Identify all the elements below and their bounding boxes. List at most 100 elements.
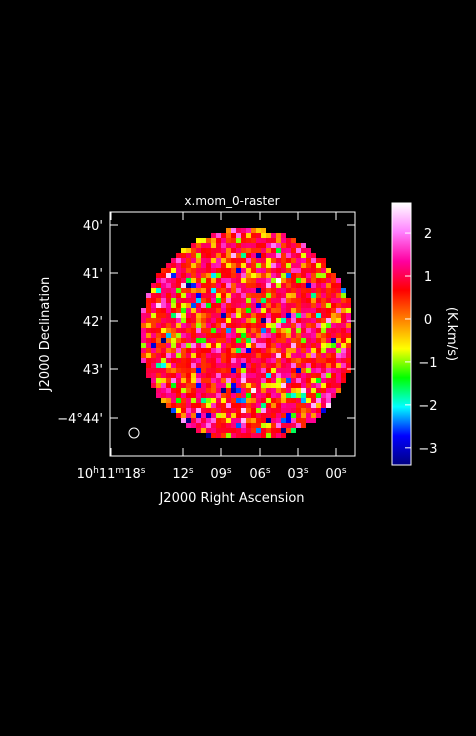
raster-pixel [216,433,221,438]
raster-pixel [141,353,146,358]
raster-pixel [306,353,311,358]
raster-pixel [281,378,286,383]
raster-pixel [296,383,301,388]
raster-pixel [256,358,261,363]
raster-pixel [336,343,341,348]
raster-pixel [291,428,296,433]
raster-pixel [156,338,161,343]
raster-pixel [196,313,201,318]
raster-pixel [156,353,161,358]
raster-pixel [171,388,176,393]
raster-pixel [326,338,331,343]
raster-pixel [226,243,231,248]
raster-pixel [321,358,326,363]
raster-pixel [251,328,256,333]
raster-pixel [181,288,186,293]
raster-pixel [196,418,201,423]
raster-pixel [266,393,271,398]
raster-pixel [241,263,246,268]
intensity-raster [141,228,351,438]
raster-pixel [246,303,251,308]
raster-pixel [171,263,176,268]
raster-pixel [181,408,186,413]
raster-pixel [306,318,311,323]
raster-pixel [276,358,281,363]
raster-pixel [246,363,251,368]
raster-pixel [201,373,206,378]
raster-pixel [326,333,331,338]
raster-pixel [266,433,271,438]
raster-pixel [206,278,211,283]
raster-pixel [246,298,251,303]
raster-pixel [261,428,266,433]
raster-pixel [176,388,181,393]
raster-pixel [256,338,261,343]
raster-pixel [191,283,196,288]
raster-pixel [211,393,216,398]
raster-pixel [171,308,176,313]
raster-pixel [311,358,316,363]
raster-pixel [306,308,311,313]
raster-pixel [176,328,181,333]
raster-pixel [316,353,321,358]
raster-pixel [161,318,166,323]
raster-pixel [246,268,251,273]
raster-pixel [276,248,281,253]
raster-pixel [196,263,201,268]
raster-pixel [216,273,221,278]
raster-pixel [276,243,281,248]
raster-pixel [311,328,316,333]
raster-pixel [251,303,256,308]
raster-pixel [171,283,176,288]
raster-pixel [181,378,186,383]
raster-pixel [266,363,271,368]
raster-pixel [276,238,281,243]
raster-pixel [191,303,196,308]
raster-pixel [206,388,211,393]
raster-pixel [186,378,191,383]
raster-pixel [241,228,246,233]
raster-pixel [251,248,256,253]
raster-pixel [306,248,311,253]
raster-pixel [201,383,206,388]
raster-pixel [166,383,171,388]
raster-pixel [176,338,181,343]
colorbar-tick-label: 2 [424,227,432,242]
raster-pixel [211,378,216,383]
raster-pixel [331,298,336,303]
raster-pixel [281,248,286,253]
raster-pixel [291,283,296,288]
raster-pixel [161,373,166,378]
raster-pixel [301,313,306,318]
raster-pixel [271,393,276,398]
raster-pixel [211,288,216,293]
raster-pixel [246,383,251,388]
raster-pixel [206,273,211,278]
raster-pixel [156,363,161,368]
raster-pixel [286,428,291,433]
raster-pixel [301,348,306,353]
raster-pixel [236,358,241,363]
raster-pixel [181,273,186,278]
raster-pixel [231,228,236,233]
raster-pixel [176,333,181,338]
raster-pixel [281,243,286,248]
raster-pixel [276,268,281,273]
raster-pixel [341,358,346,363]
raster-pixel [156,388,161,393]
raster-pixel [206,398,211,403]
raster-pixel [281,283,286,288]
raster-pixel [211,403,216,408]
raster-pixel [201,253,206,258]
raster-pixel [331,318,336,323]
raster-pixel [316,373,321,378]
raster-pixel [231,388,236,393]
raster-pixel [331,373,336,378]
raster-pixel [161,313,166,318]
raster-pixel [151,298,156,303]
raster-pixel [296,243,301,248]
raster-pixel [236,388,241,393]
raster-pixel [326,278,331,283]
raster-pixel [316,363,321,368]
raster-pixel [261,238,266,243]
